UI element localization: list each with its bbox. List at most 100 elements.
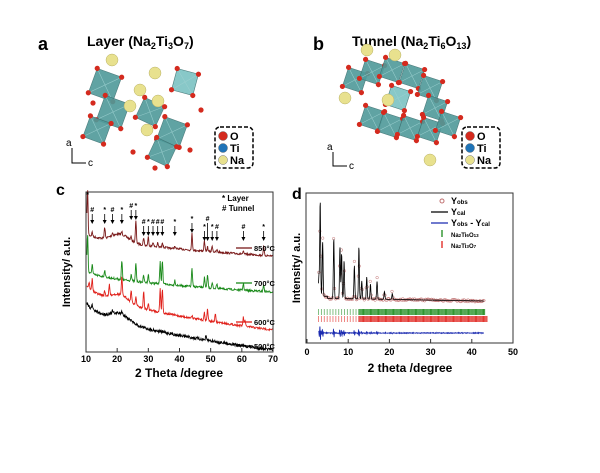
oxygen-atom: [432, 127, 438, 134]
oxygen-atom: [187, 147, 193, 153]
svg-text:* Layer: * Layer: [222, 194, 249, 203]
legend-label-part: Ti: [461, 244, 467, 250]
x-tick-label: 20: [384, 347, 394, 357]
oxygen-atom: [102, 92, 108, 98]
legend-label-part: 6: [466, 233, 469, 238]
plot-frame-c: [85, 191, 274, 353]
axes-indicator-a: a c: [66, 138, 93, 169]
arrow-head: [90, 220, 95, 224]
ycal-line: [318, 202, 484, 302]
octahedron-edge: [397, 115, 423, 141]
legend-label-part: obs: [457, 200, 468, 206]
tunnel-peak-marker: #: [241, 224, 245, 231]
xrd-line-600C: [86, 276, 273, 332]
layer-peak-marker: *: [147, 219, 150, 226]
layer-symbol: *: [222, 194, 226, 203]
octahedron-edge: [147, 137, 177, 167]
yobs-point: [419, 297, 423, 301]
yobs-point: [328, 297, 332, 301]
na-atom-icon: [465, 155, 475, 165]
octahedron: [168, 65, 202, 99]
yobs-point: [384, 298, 388, 302]
oxygen-atom: [142, 94, 148, 100]
oxygen-atom: [420, 72, 427, 78]
layer-crystal-structure: [80, 53, 204, 171]
o-atom-icon: [465, 131, 475, 141]
tunnel-peak-marker: #: [206, 216, 210, 223]
yobs-point: [352, 259, 356, 263]
panel-d: d 0 10 20 30 40 50 Intensity/ a.u. 2 theta /d…: [291, 186, 518, 375]
oxygen-atom: [118, 126, 124, 132]
oxygen-atom: [90, 100, 96, 106]
yobs-point: [479, 300, 483, 304]
oxygen-atom: [154, 134, 160, 140]
x-tick-label: 10: [81, 354, 91, 364]
sodium-atom: [381, 93, 395, 107]
oxygen-atom: [94, 65, 100, 71]
oxygen-atom: [174, 144, 180, 150]
oxygen-atom: [168, 87, 175, 93]
octahedron: [432, 108, 464, 140]
legend-label-part: Na: [451, 244, 459, 250]
xrd-line-850C: [86, 190, 273, 258]
yobs-point: [363, 296, 367, 301]
yobs-point: [378, 298, 382, 302]
axis-a-label: a: [327, 142, 333, 153]
octahedron-edge: [422, 95, 448, 121]
sodium-atom: [148, 66, 162, 80]
panel-c-letter: c: [56, 182, 65, 199]
oxygen-atom: [362, 102, 369, 108]
x-tick-label: 10: [343, 347, 353, 357]
yobs-point: [350, 297, 354, 302]
legend-c: * Layer # Tunnel: [222, 194, 254, 213]
yobs-point: [477, 299, 481, 303]
series-label: 500°C: [254, 342, 276, 351]
xrd-line-500C: [86, 301, 273, 352]
yobs-point: [455, 299, 459, 303]
octahedron-edge: [82, 115, 112, 145]
arrow-head: [210, 237, 215, 241]
layer-peak-marker: *: [86, 192, 89, 199]
axis-a-label: a: [66, 138, 72, 149]
arrow-head: [151, 232, 156, 236]
axis-c-label: c: [88, 158, 93, 169]
legend-label-part: 3: [466, 244, 469, 249]
arrow-head: [205, 237, 210, 241]
oxygen-atom: [152, 124, 158, 130]
arrow-head: [214, 237, 219, 241]
legend-label-part: O: [469, 244, 474, 250]
oxygen-atom: [458, 114, 464, 121]
yobs-point: [346, 297, 350, 301]
sodium-atom: [123, 99, 137, 113]
octahedron-edge: [359, 105, 385, 131]
refinement-plot-d: 0 10 20 30 40 50: [304, 202, 518, 357]
arrow-head: [172, 232, 177, 236]
layer-peak-marker: *: [173, 219, 176, 226]
series-label: 700°C: [254, 279, 276, 288]
oxygen-atom: [356, 121, 362, 128]
oxygen-atom: [108, 120, 114, 127]
octahedron-edge: [379, 57, 405, 83]
oxygen-atom: [380, 109, 387, 115]
oxygen-atom: [451, 134, 458, 140]
oxygen-atom: [422, 66, 428, 73]
legend-label-part: Ti: [461, 233, 467, 239]
layer-peak-marker: *: [262, 224, 265, 231]
o-atom-icon: [218, 131, 228, 141]
arrow-head: [202, 237, 207, 241]
layer-peak-marker: *: [203, 224, 206, 231]
legend-label-part: - Y: [468, 218, 482, 228]
sodium-atom: [360, 43, 374, 57]
oxygen-atom: [164, 164, 170, 170]
yobs-point: [411, 297, 415, 301]
tunnel-peak-marker: #: [142, 219, 146, 226]
xrd-line-700C: [86, 235, 273, 294]
layer-legend: Layer: [227, 194, 248, 203]
panel-a-title: Layer (Na2Ti3O7): [87, 33, 194, 51]
plot-frame-d: [305, 192, 514, 344]
legend-label: Ycal: [451, 207, 466, 217]
series-label: 600°C: [254, 318, 276, 327]
oxygen-atom: [433, 140, 440, 146]
legend-label-part: obs: [457, 222, 468, 228]
